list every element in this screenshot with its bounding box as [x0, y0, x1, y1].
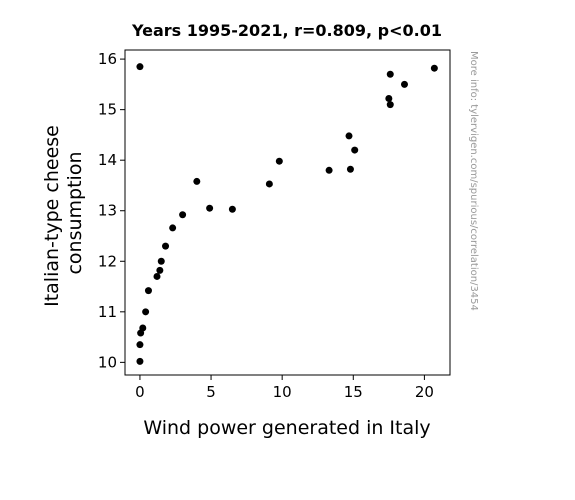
data-point [139, 324, 147, 332]
data-points [136, 63, 438, 365]
y-axis-label: Italian-type cheese consumption [41, 119, 86, 307]
data-point [206, 204, 214, 212]
data-point [351, 146, 359, 154]
data-point [386, 101, 394, 109]
data-point [136, 357, 144, 365]
y-tick-label: 15 [98, 101, 117, 119]
x-tick-label: 15 [344, 383, 363, 401]
y-axis-ticks: 10 11 12 13 14 15 16 [98, 50, 125, 371]
data-point [162, 242, 170, 250]
x-tick-label: 5 [206, 383, 216, 401]
data-point [385, 95, 393, 103]
y-tick-label: 16 [98, 50, 117, 68]
data-point [345, 132, 353, 140]
data-point [157, 257, 165, 265]
data-point [179, 211, 187, 219]
watermark-text: More info: tylervigen.com/spurious/corre… [468, 51, 479, 311]
data-point [346, 165, 354, 173]
data-point [193, 177, 201, 185]
data-point [430, 64, 438, 72]
y-tick-label: 12 [98, 252, 117, 270]
data-point [275, 157, 283, 165]
data-point [136, 63, 144, 71]
y-tick-label: 14 [98, 151, 117, 169]
chart-title: Years 1995-2021, r=0.809, p<0.01 [131, 21, 442, 40]
data-point [400, 80, 408, 88]
x-axis-ticks: 0 5 10 15 20 [135, 375, 434, 401]
x-tick-label: 0 [135, 383, 145, 401]
y-tick-label: 11 [98, 303, 117, 321]
y-axis-label-line-2: consumption [64, 151, 86, 274]
data-point [153, 272, 161, 280]
x-tick-label: 10 [273, 383, 292, 401]
y-axis-label-line-1: Italian-type cheese [41, 125, 63, 307]
data-point [142, 308, 150, 316]
x-tick-label: 20 [415, 383, 434, 401]
data-point [156, 266, 164, 274]
y-tick-label: 13 [98, 202, 117, 220]
data-point [228, 205, 236, 213]
y-tick-label: 10 [98, 353, 117, 371]
data-point [265, 180, 273, 188]
data-point [136, 341, 144, 349]
data-point [325, 166, 333, 174]
data-point [169, 224, 177, 232]
plot-area-frame [124, 49, 451, 376]
data-point [386, 70, 394, 78]
data-point [144, 287, 152, 295]
x-axis-label: Wind power generated in Italy [143, 417, 430, 439]
